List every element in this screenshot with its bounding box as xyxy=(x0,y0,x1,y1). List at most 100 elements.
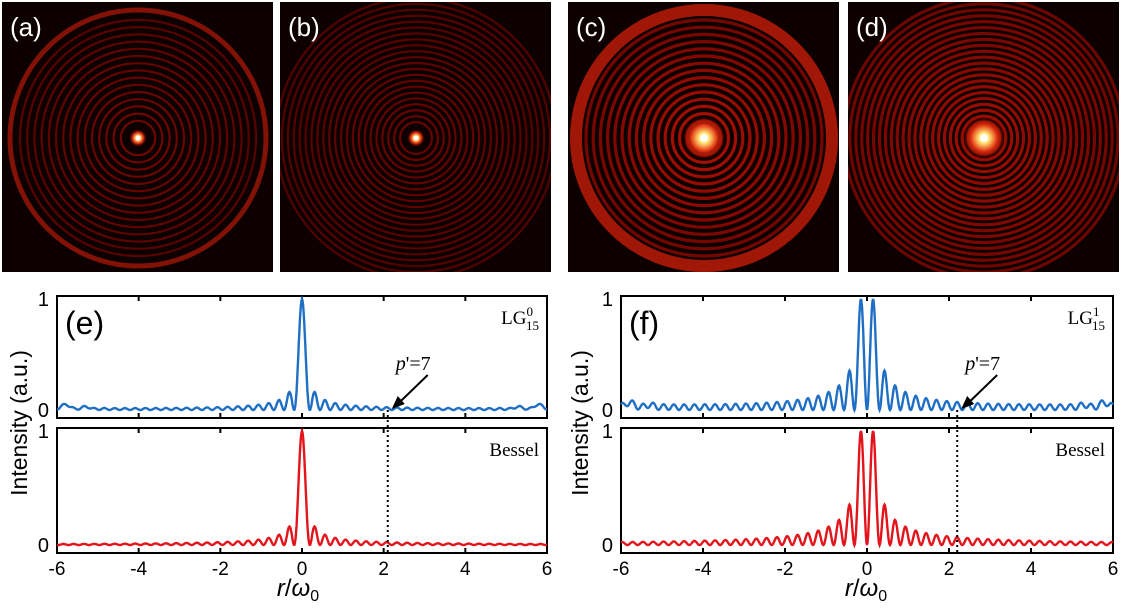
series-name-bessel-f: Bessel xyxy=(1055,440,1105,461)
x-tick-label: 4 xyxy=(460,559,471,580)
central-peak xyxy=(980,134,988,142)
ring xyxy=(663,97,745,179)
ring-pattern-d xyxy=(848,2,1119,272)
ring xyxy=(883,37,1085,239)
annotation-label: p'=7 xyxy=(394,353,431,375)
central-peak xyxy=(413,135,419,141)
ring xyxy=(670,104,738,172)
ring xyxy=(948,102,1020,174)
ring xyxy=(18,18,258,258)
ring xyxy=(954,108,1014,168)
ring xyxy=(907,61,1061,215)
annotation-arrowhead xyxy=(391,396,405,409)
ring xyxy=(322,44,510,232)
series-name-lg-f: LG1 15 xyxy=(1068,304,1105,333)
ring xyxy=(919,73,1049,203)
ring xyxy=(69,69,207,207)
ring xyxy=(942,96,1026,180)
ring-pattern-a xyxy=(2,2,273,272)
annotation-arrowhead xyxy=(961,396,975,409)
x-tick-label: -6 xyxy=(49,559,66,580)
ring xyxy=(333,55,499,221)
x-axis-label-f: r/ω0 xyxy=(845,575,887,605)
series-line-bessel-f xyxy=(620,430,1114,549)
ring-pattern-c xyxy=(568,2,839,272)
series-line-lg-e xyxy=(57,295,547,412)
ring xyxy=(627,61,781,215)
plot-frame-e-lg xyxy=(56,295,548,419)
x-tick-label: 6 xyxy=(1108,559,1119,580)
ring xyxy=(393,115,439,161)
y-tick-label: 0 xyxy=(602,400,613,422)
ring xyxy=(901,55,1067,221)
ring xyxy=(656,90,752,186)
ring xyxy=(105,105,171,171)
outer-ring xyxy=(7,7,269,269)
ring xyxy=(119,119,157,157)
ring xyxy=(357,79,475,197)
x-tick-label: -4 xyxy=(695,559,712,580)
plot-frame-e-bessel xyxy=(56,427,548,554)
series-line-lg-f xyxy=(619,298,1115,414)
y-tick-label: 0 xyxy=(38,400,49,422)
ring xyxy=(634,68,774,208)
y-tick-label: 0 xyxy=(38,535,49,557)
ring xyxy=(26,26,250,250)
x-tick-label: 0 xyxy=(862,559,873,580)
x-tick-label: 4 xyxy=(1026,559,1037,580)
ring xyxy=(62,62,214,214)
central-peak xyxy=(700,134,708,142)
ring xyxy=(316,38,516,238)
ring xyxy=(286,8,546,268)
y-tick-label: 1 xyxy=(602,289,613,311)
ring xyxy=(641,75,767,201)
ring xyxy=(398,120,434,156)
panel-label-c: (c) xyxy=(576,12,607,42)
ring xyxy=(280,2,551,272)
ring xyxy=(866,20,1102,256)
ring xyxy=(889,43,1079,233)
x-axis-label-e: r/ω0 xyxy=(277,575,319,605)
ring xyxy=(598,32,810,244)
x-tick-label: 2 xyxy=(944,559,955,580)
panel-label-d: (d) xyxy=(856,12,888,42)
panel-label-b: (b) xyxy=(288,12,320,42)
ring xyxy=(649,83,759,193)
ring xyxy=(387,109,445,167)
ring-pattern-b xyxy=(280,2,551,272)
ring xyxy=(860,14,1108,262)
y-tick-label: 0 xyxy=(602,535,613,557)
ring xyxy=(304,26,528,250)
ring xyxy=(310,32,522,244)
image-panel-a: (a) xyxy=(2,2,273,272)
y-tick-label: 1 xyxy=(38,289,49,311)
ring xyxy=(339,61,493,215)
ring xyxy=(83,83,193,193)
ring xyxy=(584,18,824,258)
panel-label-a: (a) xyxy=(10,12,42,42)
series-name-lg-e: LG0 15 xyxy=(501,304,539,333)
ring xyxy=(877,31,1091,245)
ring xyxy=(871,25,1097,251)
ring xyxy=(40,40,236,236)
image-panel-d: (d) xyxy=(848,2,1119,272)
ring xyxy=(591,25,817,251)
x-tick-label: 6 xyxy=(542,559,553,580)
ring xyxy=(345,67,487,209)
ring xyxy=(848,2,1119,272)
x-tick-label: -6 xyxy=(613,559,630,580)
ring xyxy=(33,33,243,243)
ring xyxy=(936,90,1032,186)
ring xyxy=(369,91,463,185)
ring xyxy=(76,76,200,200)
ring xyxy=(328,50,504,226)
x-tick-label: -2 xyxy=(212,559,229,580)
ring xyxy=(47,47,229,229)
ring xyxy=(677,111,730,164)
ring xyxy=(375,97,457,179)
central-peak xyxy=(135,135,141,141)
ring xyxy=(931,85,1037,191)
series-name-bessel-e: Bessel xyxy=(489,440,539,461)
